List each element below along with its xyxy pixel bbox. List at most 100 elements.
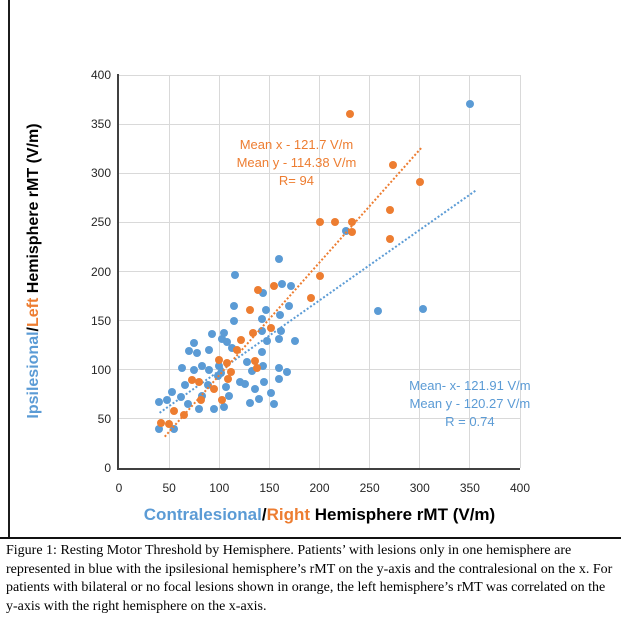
x-tick-300: 300 [409,481,430,495]
unilateral-lesion-blue-point-8 [184,400,193,409]
unilateral-lesion-blue-point-59 [287,282,296,291]
unilateral-lesion-blue-point-19 [208,330,217,339]
x-title-part-3: Hemisphere rMT (V/m) [310,505,496,524]
y-tick-350: 350 [90,117,111,132]
gridline-y-200 [119,271,520,272]
bilateral-or-no-lesion-orange-stats-line-2: R= 94 [278,173,314,189]
bilateral-or-no-lesion-orange-point-29 [385,205,394,214]
unilateral-lesion-blue-point-56 [278,280,287,289]
bilateral-or-no-lesion-orange-point-26 [347,218,356,227]
unilateral-lesion-blue-point-49 [267,389,276,398]
x-tick-100: 100 [209,481,230,495]
unilateral-lesion-blue-point-5 [177,393,186,402]
bilateral-or-no-lesion-orange-point-2 [170,407,179,415]
bilateral-or-no-lesion-orange-point-3 [180,410,189,419]
unilateral-lesion-blue-point-65 [465,100,474,109]
unilateral-lesion-blue-point-23 [217,368,226,377]
unilateral-lesion-blue-point-38 [248,366,257,375]
caption-divider [0,537,621,539]
bilateral-or-no-lesion-orange-point-28 [345,110,354,119]
bilateral-or-no-lesion-orange-point-11 [224,374,233,383]
unilateral-lesion-blue-point-12 [193,349,202,358]
bilateral-or-no-lesion-orange-point-24 [315,218,324,227]
unilateral-lesion-blue-point-58 [285,301,294,310]
bilateral-or-no-lesion-orange-point-5 [195,377,204,386]
unilateral-lesion-blue-point-60 [291,337,300,346]
unilateral-lesion-blue-stats-line-2: R = 0.74 [445,414,495,430]
bilateral-or-no-lesion-orange-stats-line-0: Mean x - 121.7 V/m [239,137,354,153]
unilateral-lesion-blue-stats: Mean- x- 121.91 V/m Mean y - 120.27 V/m R … [409,377,530,431]
y-tick-0: 0 [104,461,111,475]
unilateral-lesion-blue-point-29 [225,392,234,401]
bilateral-or-no-lesion-orange-point-23 [315,272,324,281]
unilateral-lesion-blue-point-10 [190,339,199,348]
x-axis-title: Contralesional/Right Hemisphere rMT (V/m… [119,505,520,525]
bilateral-or-no-lesion-orange-point-22 [307,294,316,303]
unilateral-lesion-blue-stats-line-0: Mean- x- 121.91 V/m [409,378,531,394]
figure-caption: Figure 1: Resting Motor Threshold by Hem… [6,543,613,614]
unilateral-lesion-blue-point-26 [220,403,229,412]
bilateral-or-no-lesion-orange-point-16 [251,356,260,365]
bilateral-or-no-lesion-orange-point-20 [267,324,276,333]
bilateral-or-no-lesion-orange-point-14 [237,336,246,345]
bilateral-or-no-lesion-orange-point-25 [330,218,339,227]
unilateral-lesion-blue-point-39 [251,385,260,394]
unilateral-lesion-blue-point-62 [341,227,350,236]
unilateral-lesion-blue-point-52 [275,363,284,372]
x-tick-0: 0 [115,481,123,495]
unilateral-lesion-blue-point-55 [276,310,285,319]
bilateral-or-no-lesion-orange-point-21 [270,282,279,291]
unilateral-lesion-blue-point-30 [228,344,237,353]
unilateral-lesion-blue-point-34 [236,377,245,386]
unilateral-lesion-blue-point-35 [241,379,250,388]
bilateral-or-no-lesion-orange-point-6 [197,396,206,405]
x-title-part-0: Contralesional [143,505,262,524]
unilateral-lesion-blue-point-18 [205,365,214,374]
unilateral-lesion-blue-point-4 [168,388,177,397]
gridline-y-300 [119,172,520,174]
unilateral-lesion-blue-stats-line-1: Mean y - 120.27 V/m [409,396,531,412]
unilateral-lesion-blue-point-64 [418,304,427,313]
page-edge-line [8,0,10,538]
y-title-part-0: Ipsilesional [25,331,42,419]
bilateral-or-no-lesion-orange-point-18 [253,363,262,372]
unilateral-lesion-blue-point-9 [185,347,194,356]
unilateral-lesion-blue-point-2 [155,398,164,407]
unilateral-lesion-blue-point-0 [155,424,164,433]
unilateral-lesion-blue-point-33 [230,316,239,325]
unilateral-lesion-blue-point-28 [223,338,232,347]
unilateral-lesion-blue-point-45 [258,314,267,323]
unilateral-lesion-blue-point-17 [205,346,214,355]
unilateral-lesion-blue-point-51 [275,374,284,383]
unilateral-lesion-blue-point-43 [259,361,268,370]
plot-area [117,74,521,470]
unilateral-lesion-blue-point-61 [275,254,284,263]
unilateral-lesion-blue-point-57 [283,367,292,376]
y-tick-50: 50 [97,411,111,426]
unilateral-lesion-blue-point-11 [190,365,199,374]
y-tick-100: 100 [90,362,111,377]
y-tick-300: 300 [90,166,111,181]
unilateral-lesion-blue-point-47 [262,305,271,314]
unilateral-lesion-blue-point-36 [243,357,252,366]
unilateral-lesion-blue-point-6 [178,363,187,372]
bilateral-or-no-lesion-orange-point-30 [385,235,394,244]
unilateral-lesion-blue-point-46 [259,289,268,298]
bilateral-or-no-lesion-orange-point-17 [246,305,255,314]
x-title-part-2: Right [266,505,311,524]
bilateral-or-no-lesion-orange-stats: Mean x - 121.7 V/m Mean y - 114.38 V/m R= … [237,136,357,190]
bilateral-or-no-lesion-orange-point-13 [233,346,242,355]
bilateral-or-no-lesion-orange-point-10 [223,358,232,367]
x-axis-line [117,468,520,470]
x-tick-150: 150 [259,481,280,495]
unilateral-lesion-blue-point-54 [277,327,286,336]
unilateral-lesion-blue-point-7 [181,381,190,390]
y-tick-200: 200 [90,264,111,279]
gridline-y-350 [119,123,520,125]
unilateral-lesion-blue-point-3 [163,396,172,405]
gridline-y-50 [119,418,520,420]
unilateral-lesion-blue-point-53 [275,335,284,344]
bilateral-or-no-lesion-orange-point-32 [388,161,397,170]
unilateral-lesion-blue-point-42 [258,348,267,357]
